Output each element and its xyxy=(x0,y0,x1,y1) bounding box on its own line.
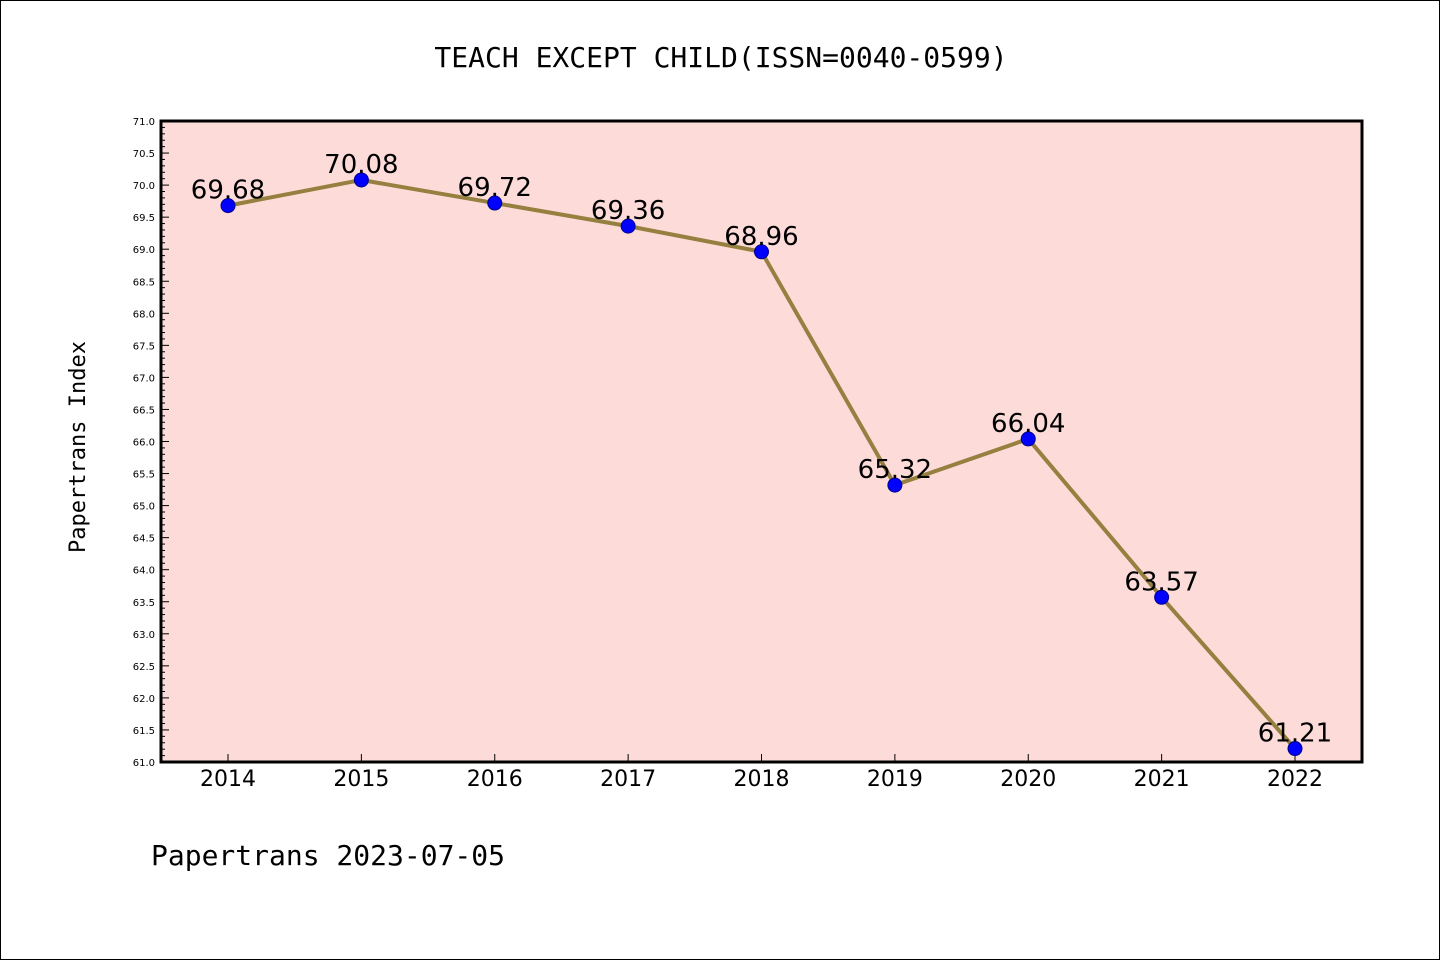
data-label: 61.21 xyxy=(1258,719,1332,749)
x-tick-label: 2021 xyxy=(1134,767,1190,792)
y-tick-label: 61.0 xyxy=(133,758,155,769)
y-tick-label: 68.5 xyxy=(133,277,155,288)
x-tick-label: 2019 xyxy=(867,767,923,792)
y-tick-label: 66.5 xyxy=(133,405,155,416)
x-axis: 2014 2015 2016 2017 2018 2019 2020 2021 2022 xyxy=(200,754,1323,792)
y-tick-label: 70.0 xyxy=(133,181,155,192)
data-label: 69.36 xyxy=(591,196,665,226)
y-tick-label: 65.0 xyxy=(133,502,155,513)
y-tick-label: 71.0 xyxy=(133,117,155,128)
y-tick-label: 61.5 xyxy=(133,726,155,737)
x-tick-label: 2016 xyxy=(467,767,523,792)
y-tick-label: 67.5 xyxy=(133,341,155,352)
data-labels: 69.68 70.08 69.72 69.36 68.96 65.32 66.04 63.57… xyxy=(191,150,1332,749)
data-point-marker xyxy=(1020,431,1036,447)
y-tick-label: 68.0 xyxy=(133,309,155,320)
data-point-marker xyxy=(487,195,503,211)
x-tick-label: 2022 xyxy=(1267,767,1323,792)
data-point-marker xyxy=(1287,741,1303,757)
data-label: 63.57 xyxy=(1124,567,1198,597)
y-tick-label: 66.0 xyxy=(133,438,155,449)
y-tick-label: 62.0 xyxy=(133,694,155,705)
x-tick-label: 2015 xyxy=(333,767,389,792)
plot-area xyxy=(161,121,1362,762)
y-tick-label: 65.5 xyxy=(133,470,155,481)
data-label: 69.68 xyxy=(191,176,265,206)
x-tick-label: 2014 xyxy=(200,767,256,792)
x-tick-label: 2020 xyxy=(1000,767,1056,792)
data-point-marker xyxy=(1154,589,1170,605)
y-tick-label: 64.5 xyxy=(133,534,155,545)
y-tick-label: 64.0 xyxy=(133,566,155,577)
data-label: 68.96 xyxy=(724,222,798,252)
y-tick-label: 63.5 xyxy=(133,598,155,609)
data-point-marker xyxy=(620,218,636,234)
data-point-marker xyxy=(754,244,769,260)
data-point-marker xyxy=(353,172,369,188)
plot-border xyxy=(159,119,1364,764)
chart-title: TEACH EXCEPT CHILD(ISSN=0040-0599) xyxy=(434,41,1007,74)
y-axis: 61.0 61.5 62.0 62.5 63.0 63.5 64.0 64.5 65.0 65.5… xyxy=(133,117,169,769)
y-tick-label: 67.0 xyxy=(133,373,155,384)
y-tick-label: 62.5 xyxy=(133,662,155,673)
data-point-marker xyxy=(887,477,903,493)
data-label: 66.04 xyxy=(991,409,1065,439)
data-points xyxy=(220,172,1303,757)
data-label: 69.72 xyxy=(458,173,532,203)
data-label: 70.08 xyxy=(324,150,398,180)
y-tick-label: 70.5 xyxy=(133,149,155,160)
x-tick-label: 2017 xyxy=(600,767,656,792)
footer-date-stamp: Papertrans 2023-07-05 xyxy=(151,839,505,872)
data-point-marker xyxy=(220,198,236,214)
x-tick-label: 2018 xyxy=(734,767,790,792)
data-label: 65.32 xyxy=(858,455,932,485)
y-tick-label: 63.0 xyxy=(133,630,155,641)
y-tick-label: 69.5 xyxy=(133,213,155,224)
y-tick-label: 69.0 xyxy=(133,245,155,256)
y-axis-label: Papertrans Index xyxy=(66,341,91,553)
